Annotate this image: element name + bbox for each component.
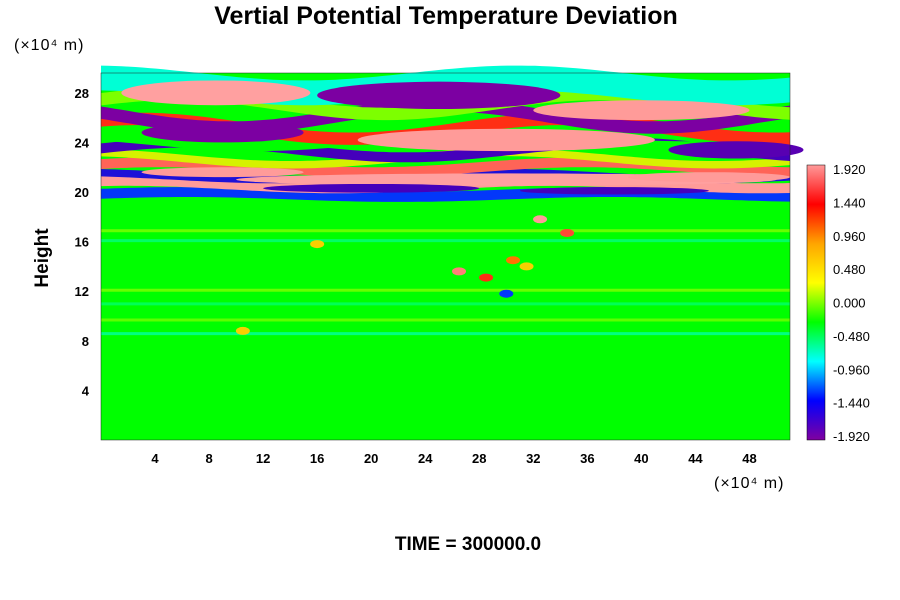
- x-axis-ticks: 4 8 12 16 20 24 28 32 36 40 44 48: [151, 451, 756, 466]
- x-tick-label: 44: [688, 451, 703, 466]
- field-stratum: [101, 318, 790, 322]
- colorbar-label: -0.480: [833, 329, 870, 344]
- x-tick-label: 36: [580, 451, 594, 466]
- field-stratum: [101, 239, 790, 243]
- colorbar-label: 1.440: [833, 195, 866, 210]
- y-tick-label: 28: [75, 86, 89, 101]
- field-feature: [310, 240, 325, 249]
- plot-frame: [100, 72, 791, 441]
- y-tick-label: 8: [82, 334, 89, 349]
- colorbar-label: 0.480: [833, 262, 866, 277]
- field-feature: [263, 183, 480, 193]
- field-feature: [533, 215, 548, 224]
- field-feature: [141, 167, 304, 178]
- colorbar-labels: 1.920 1.440 0.960 0.480 0.000 -0.480 -0.960 -1.…: [833, 162, 870, 444]
- colorbar-label: -0.960: [833, 362, 870, 377]
- colorbar: [806, 164, 826, 441]
- field-feature: [668, 141, 804, 159]
- colorbar-label: -1.440: [833, 396, 870, 411]
- x-tick-label: 8: [205, 451, 212, 466]
- y-tick-label: 24: [75, 135, 90, 150]
- y-tick-label: 20: [75, 185, 89, 200]
- x-tick-label: 32: [526, 451, 540, 466]
- field-feature: [519, 187, 709, 195]
- field-feature: [357, 128, 655, 152]
- field-layer: [101, 148, 790, 169]
- field-feature: [627, 172, 790, 183]
- field-stratum: [101, 332, 790, 336]
- field-feature: [235, 326, 250, 335]
- colorbar-label: 1.920: [833, 162, 866, 177]
- x-tick-label: 16: [310, 451, 324, 466]
- colorbar-label: -1.920: [833, 429, 870, 444]
- y-axis-label: Height: [32, 228, 53, 288]
- y-tick-label: 12: [75, 284, 89, 299]
- y-tick-label: 16: [75, 235, 89, 250]
- colorbar-label: 0.960: [833, 229, 866, 244]
- x-tick-label: 24: [418, 451, 433, 466]
- time-label: TIME = 300000.0: [395, 534, 541, 555]
- field-feature: [121, 80, 311, 106]
- field-feature: [452, 267, 467, 276]
- y-tick-label: 4: [82, 383, 90, 398]
- x-tick-label: 12: [256, 451, 270, 466]
- field-feature: [317, 81, 561, 109]
- field-stratum: [101, 229, 790, 233]
- field-feature: [479, 273, 494, 282]
- field-feature: [560, 228, 575, 237]
- x-tick-label: 20: [364, 451, 378, 466]
- chart-title: Vertial Potential Temperature Deviation: [214, 2, 678, 30]
- heatmap-field: [101, 65, 804, 440]
- field-stratum: [101, 288, 790, 292]
- field-feature: [141, 122, 304, 143]
- field-stratum: [101, 302, 790, 306]
- y-axis-unit: (×10⁴ m): [14, 37, 84, 54]
- x-tick-label: 4: [151, 451, 159, 466]
- x-tick-label: 40: [634, 451, 648, 466]
- field-feature: [499, 289, 514, 298]
- colorbar-label: 0.000: [833, 296, 866, 311]
- field-feature: [506, 256, 521, 265]
- x-axis-unit: (×10⁴ m): [714, 475, 784, 492]
- x-tick-label: 48: [742, 451, 756, 466]
- field-feature: [519, 262, 534, 271]
- x-tick-label: 28: [472, 451, 486, 466]
- field-feature: [533, 100, 750, 121]
- y-axis-ticks: 4 8 12 16 20 24 28: [75, 86, 90, 399]
